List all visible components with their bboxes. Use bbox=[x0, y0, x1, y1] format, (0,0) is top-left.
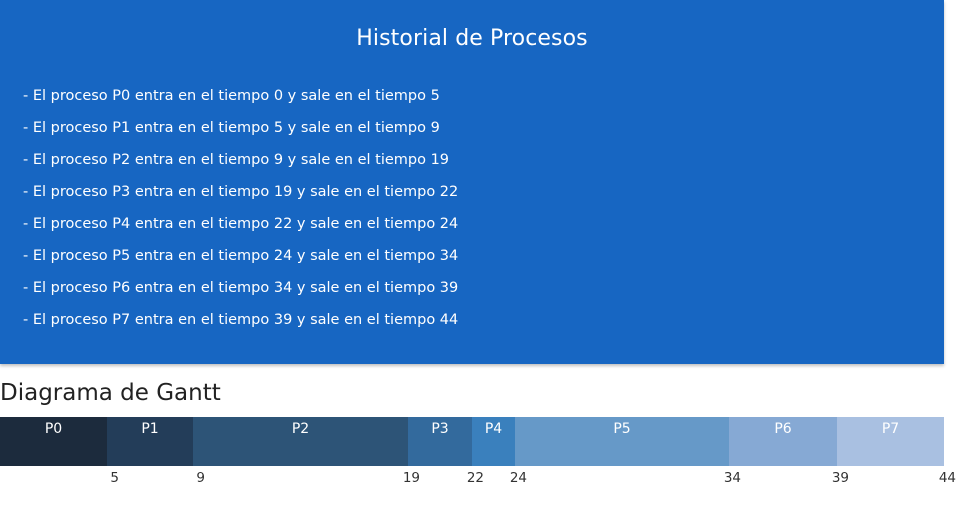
gantt-tick-label: 9 bbox=[196, 470, 205, 486]
gantt-time-axis: 5 9 19 22 24 34 39 44 bbox=[0, 470, 959, 490]
gantt-tick-label: 19 bbox=[402, 470, 420, 486]
gantt-segment-p6: P6 bbox=[729, 417, 837, 466]
gantt-segment-p7: P7 bbox=[837, 417, 944, 466]
history-entry: - El proceso P0 entra en el tiempo 0 y s… bbox=[23, 88, 440, 104]
gantt-segment-p3: P3 bbox=[408, 417, 472, 466]
history-entry: - El proceso P4 entra en el tiempo 22 y … bbox=[23, 216, 459, 232]
process-history-panel: Historial de Procesos - El proceso P0 en… bbox=[0, 0, 944, 364]
gantt-segment-p1: P1 bbox=[107, 417, 193, 466]
gantt-segment-p0: P0 bbox=[0, 417, 107, 466]
history-title: Historial de Procesos bbox=[356, 26, 588, 51]
history-entry: - El proceso P1 entra en el tiempo 5 y s… bbox=[23, 120, 440, 136]
history-list: - El proceso P0 entra en el tiempo 0 y s… bbox=[23, 86, 458, 342]
gantt-segment-p5: P5 bbox=[515, 417, 729, 466]
history-entry: - El proceso P7 entra en el tiempo 39 y … bbox=[23, 312, 459, 328]
gantt-title: Diagrama de Gantt bbox=[0, 380, 221, 406]
gantt-tick-label: 22 bbox=[466, 470, 484, 486]
history-entry: - El proceso P5 entra en el tiempo 24 y … bbox=[23, 248, 459, 264]
gantt-segment-p2: P2 bbox=[193, 417, 408, 466]
history-entry: - El proceso P6 entra en el tiempo 34 y … bbox=[23, 280, 459, 296]
gantt-chart: P0 P1 P2 P3 P4 P5 P6 P7 bbox=[0, 417, 944, 466]
history-entry: - El proceso P2 entra en el tiempo 9 y s… bbox=[23, 152, 450, 168]
gantt-segment-p4: P4 bbox=[472, 417, 515, 466]
gantt-tick-label: 39 bbox=[831, 470, 849, 486]
history-entry: - El proceso P3 entra en el tiempo 19 y … bbox=[23, 184, 459, 200]
gantt-tick-label: 5 bbox=[110, 470, 119, 486]
gantt-tick-label: 34 bbox=[723, 470, 741, 486]
gantt-tick-label: 44 bbox=[938, 470, 956, 486]
gantt-tick-label: 24 bbox=[509, 470, 527, 486]
